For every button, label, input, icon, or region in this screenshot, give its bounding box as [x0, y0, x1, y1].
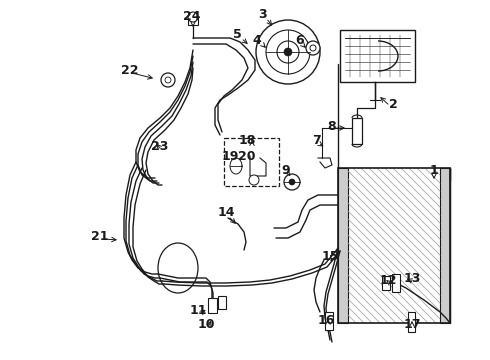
Bar [338, 168, 348, 323]
Text: 8: 8 [328, 120, 336, 132]
Text: 12: 12 [379, 274, 397, 287]
Bar [352, 118, 362, 144]
Circle shape [306, 41, 320, 55]
Circle shape [284, 48, 292, 56]
Text: 16: 16 [318, 314, 335, 327]
Text: 22: 22 [121, 63, 139, 77]
Bar [338, 168, 450, 323]
Text: 9: 9 [282, 163, 290, 176]
Bar [340, 30, 415, 82]
Text: 7: 7 [312, 134, 320, 147]
Circle shape [277, 41, 299, 63]
Text: 18: 18 [238, 134, 256, 147]
Text: 23: 23 [151, 140, 169, 153]
Bar [224, 138, 279, 186]
Text: 21: 21 [91, 230, 109, 243]
Bar [392, 274, 400, 292]
Circle shape [310, 45, 316, 51]
Text: 11: 11 [189, 305, 207, 318]
Circle shape [256, 20, 320, 84]
Bar [218, 296, 226, 309]
Bar [382, 276, 390, 290]
Circle shape [188, 12, 198, 22]
Bar [408, 312, 415, 332]
Bar [325, 312, 333, 330]
Circle shape [289, 179, 295, 185]
Text: 20: 20 [238, 149, 256, 162]
Text: 10: 10 [197, 319, 215, 332]
Circle shape [165, 77, 171, 83]
Circle shape [249, 175, 259, 185]
Circle shape [266, 30, 310, 74]
Text: 4: 4 [253, 33, 261, 46]
Text: 19: 19 [221, 149, 239, 162]
Text: 1: 1 [430, 163, 439, 176]
Text: 3: 3 [258, 8, 266, 21]
Text: 13: 13 [403, 271, 421, 284]
Text: 14: 14 [217, 207, 235, 220]
Text: 5: 5 [233, 28, 242, 41]
Circle shape [161, 73, 175, 87]
Bar [440, 168, 450, 323]
Text: 15: 15 [321, 249, 339, 262]
Circle shape [284, 174, 300, 190]
Bar [208, 298, 217, 313]
Text: 6: 6 [295, 33, 304, 46]
Bar [188, 17, 198, 25]
Text: 24: 24 [183, 9, 201, 22]
Text: 17: 17 [403, 318, 421, 330]
Text: 2: 2 [389, 98, 397, 111]
